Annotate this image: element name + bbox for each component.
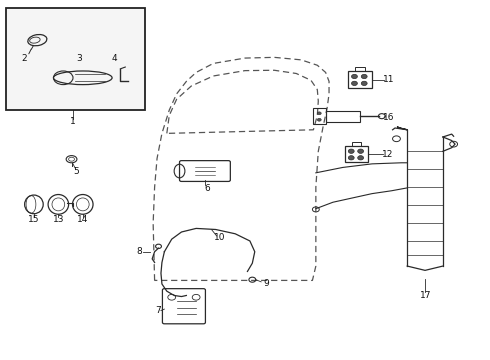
Text: 4: 4	[111, 54, 117, 63]
Text: 11: 11	[383, 75, 395, 84]
Text: 9: 9	[263, 279, 269, 288]
Bar	[5, 8, 145, 110]
Circle shape	[358, 149, 364, 153]
Circle shape	[318, 112, 321, 115]
Bar	[326, 111, 360, 122]
Bar	[352, 142, 361, 146]
Text: 6: 6	[204, 184, 210, 193]
Text: 13: 13	[52, 215, 64, 224]
Text: 3: 3	[76, 54, 82, 63]
Text: 10: 10	[214, 233, 225, 242]
Bar	[314, 108, 326, 124]
Text: 14: 14	[77, 215, 89, 224]
Circle shape	[358, 156, 364, 160]
Text: 5: 5	[74, 167, 79, 176]
Text: 17: 17	[420, 291, 432, 300]
Text: 16: 16	[383, 113, 395, 122]
Text: 7: 7	[156, 306, 161, 315]
Circle shape	[351, 74, 357, 78]
Circle shape	[318, 118, 321, 121]
Text: 12: 12	[382, 150, 393, 159]
Bar	[347, 71, 372, 88]
Bar	[355, 67, 365, 71]
Circle shape	[351, 81, 357, 86]
Text: 2: 2	[22, 54, 27, 63]
Bar	[344, 146, 368, 162]
Text: 8: 8	[136, 247, 142, 256]
Circle shape	[361, 81, 367, 86]
Circle shape	[348, 149, 354, 153]
Text: 15: 15	[28, 215, 40, 224]
Text: 1: 1	[70, 117, 76, 126]
Circle shape	[361, 74, 367, 78]
Circle shape	[348, 156, 354, 160]
